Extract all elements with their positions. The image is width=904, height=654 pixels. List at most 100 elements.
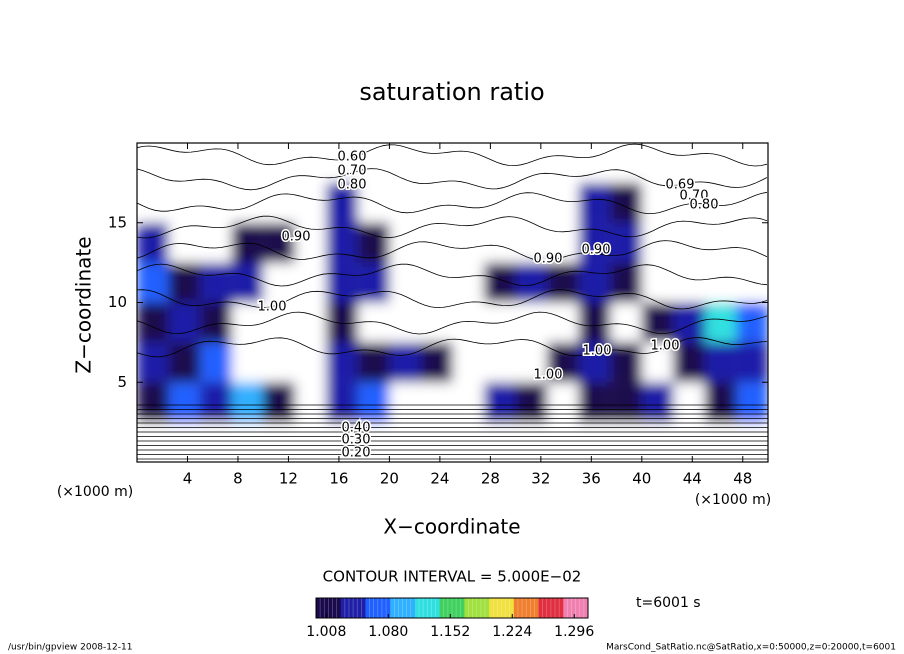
colorbar-bin [439,598,465,618]
field-cell [357,222,390,263]
field-cell [547,222,579,263]
field-cell [420,422,453,462]
contour-label: 0.40 [342,421,371,436]
footer-right: MarsCond_SatRatio.nc@SatRatio,x=0:50000,… [606,643,896,653]
field-cell [515,143,548,183]
y-tick-label: 10 [108,293,127,311]
field-cell [168,422,201,462]
contour-label: 0.60 [338,150,367,165]
x-tick-label: 4 [183,470,193,488]
field-cell [452,262,485,303]
field-cell [168,342,201,383]
field-cell [294,382,327,423]
field-cell [547,182,579,223]
field-cell [484,342,516,383]
field-cell [452,143,485,183]
field-cell [326,342,358,383]
contour-line [137,215,768,239]
x-tick-label: 36 [582,470,601,488]
field-cell [263,422,295,462]
contour-label: 0.90 [282,230,311,245]
contour-label: 0.30 [342,433,371,448]
contour-line [137,191,768,214]
field-cell [610,422,642,462]
field-cell [578,182,611,223]
field-cell [610,262,642,303]
colorbar-bin [365,598,391,618]
field-cell [610,342,642,383]
field-cell [704,262,737,303]
field-cell [420,222,453,263]
field-cell [231,302,264,343]
field-cell [294,422,327,462]
field-cell [200,342,232,383]
contour-label: 0.70 [680,189,709,204]
field-cell [610,382,642,423]
x-tick-label: 20 [380,470,399,488]
field-cell [168,222,201,263]
field-cell [137,143,169,183]
field-cell [484,222,516,263]
field-cell [704,422,737,462]
field-cell [420,342,453,383]
field-cell [200,302,232,343]
field-cell [641,182,674,223]
field-cell [231,422,264,462]
field-cell [137,422,169,462]
contour-line [137,263,768,287]
field-cell [294,262,327,303]
contour-label: 0.80 [690,198,719,213]
field-cell [168,382,201,423]
field-cell [200,422,232,462]
field-cell [326,382,358,423]
colorbar-bin [489,598,515,618]
x-tick-label: 16 [329,470,348,488]
x-tick-label: 48 [733,470,752,488]
chart-title: saturation ratio [359,78,544,106]
colorbar-frame [315,597,589,619]
field-cell [200,262,232,303]
field-cell [263,382,295,423]
field-cell [578,143,611,183]
field-cell [484,382,516,423]
field-cell [704,182,737,223]
field-cell [168,262,201,303]
field-cell [420,262,453,303]
field-cell [736,342,768,383]
contour-line [137,311,768,335]
field-cell [357,262,390,303]
field-cell [263,222,295,263]
colorbar-bin [513,598,539,618]
field-cell [704,382,737,423]
field-cell [736,382,768,423]
field-cell [263,342,295,383]
field-cell [357,143,390,183]
field-cell [326,182,358,223]
field-cell [420,302,453,343]
field-cell [420,143,453,183]
field-cell [547,422,579,462]
field-cell [357,382,390,423]
field-cell [452,182,485,223]
field-cell [704,302,737,343]
field-cell [452,382,485,423]
field-cell [515,262,548,303]
field-cell [484,422,516,462]
colorbar-tick-label: 1.224 [492,624,532,640]
colorbar-tick-label: 1.152 [430,624,470,640]
field-cell [547,382,579,423]
field-cell [704,143,737,183]
field-cell [736,422,768,462]
field-cell [389,182,421,223]
field-cell [673,422,705,462]
field-cell [452,422,485,462]
x-tick-label: 8 [233,470,243,488]
field-cell [736,182,768,223]
colorbar-tick-label: 1.008 [306,624,346,640]
field-cell [389,143,421,183]
field-cell [673,382,705,423]
field-cell [578,342,611,383]
colorbar-bin [340,598,366,618]
field-cell [231,222,264,263]
